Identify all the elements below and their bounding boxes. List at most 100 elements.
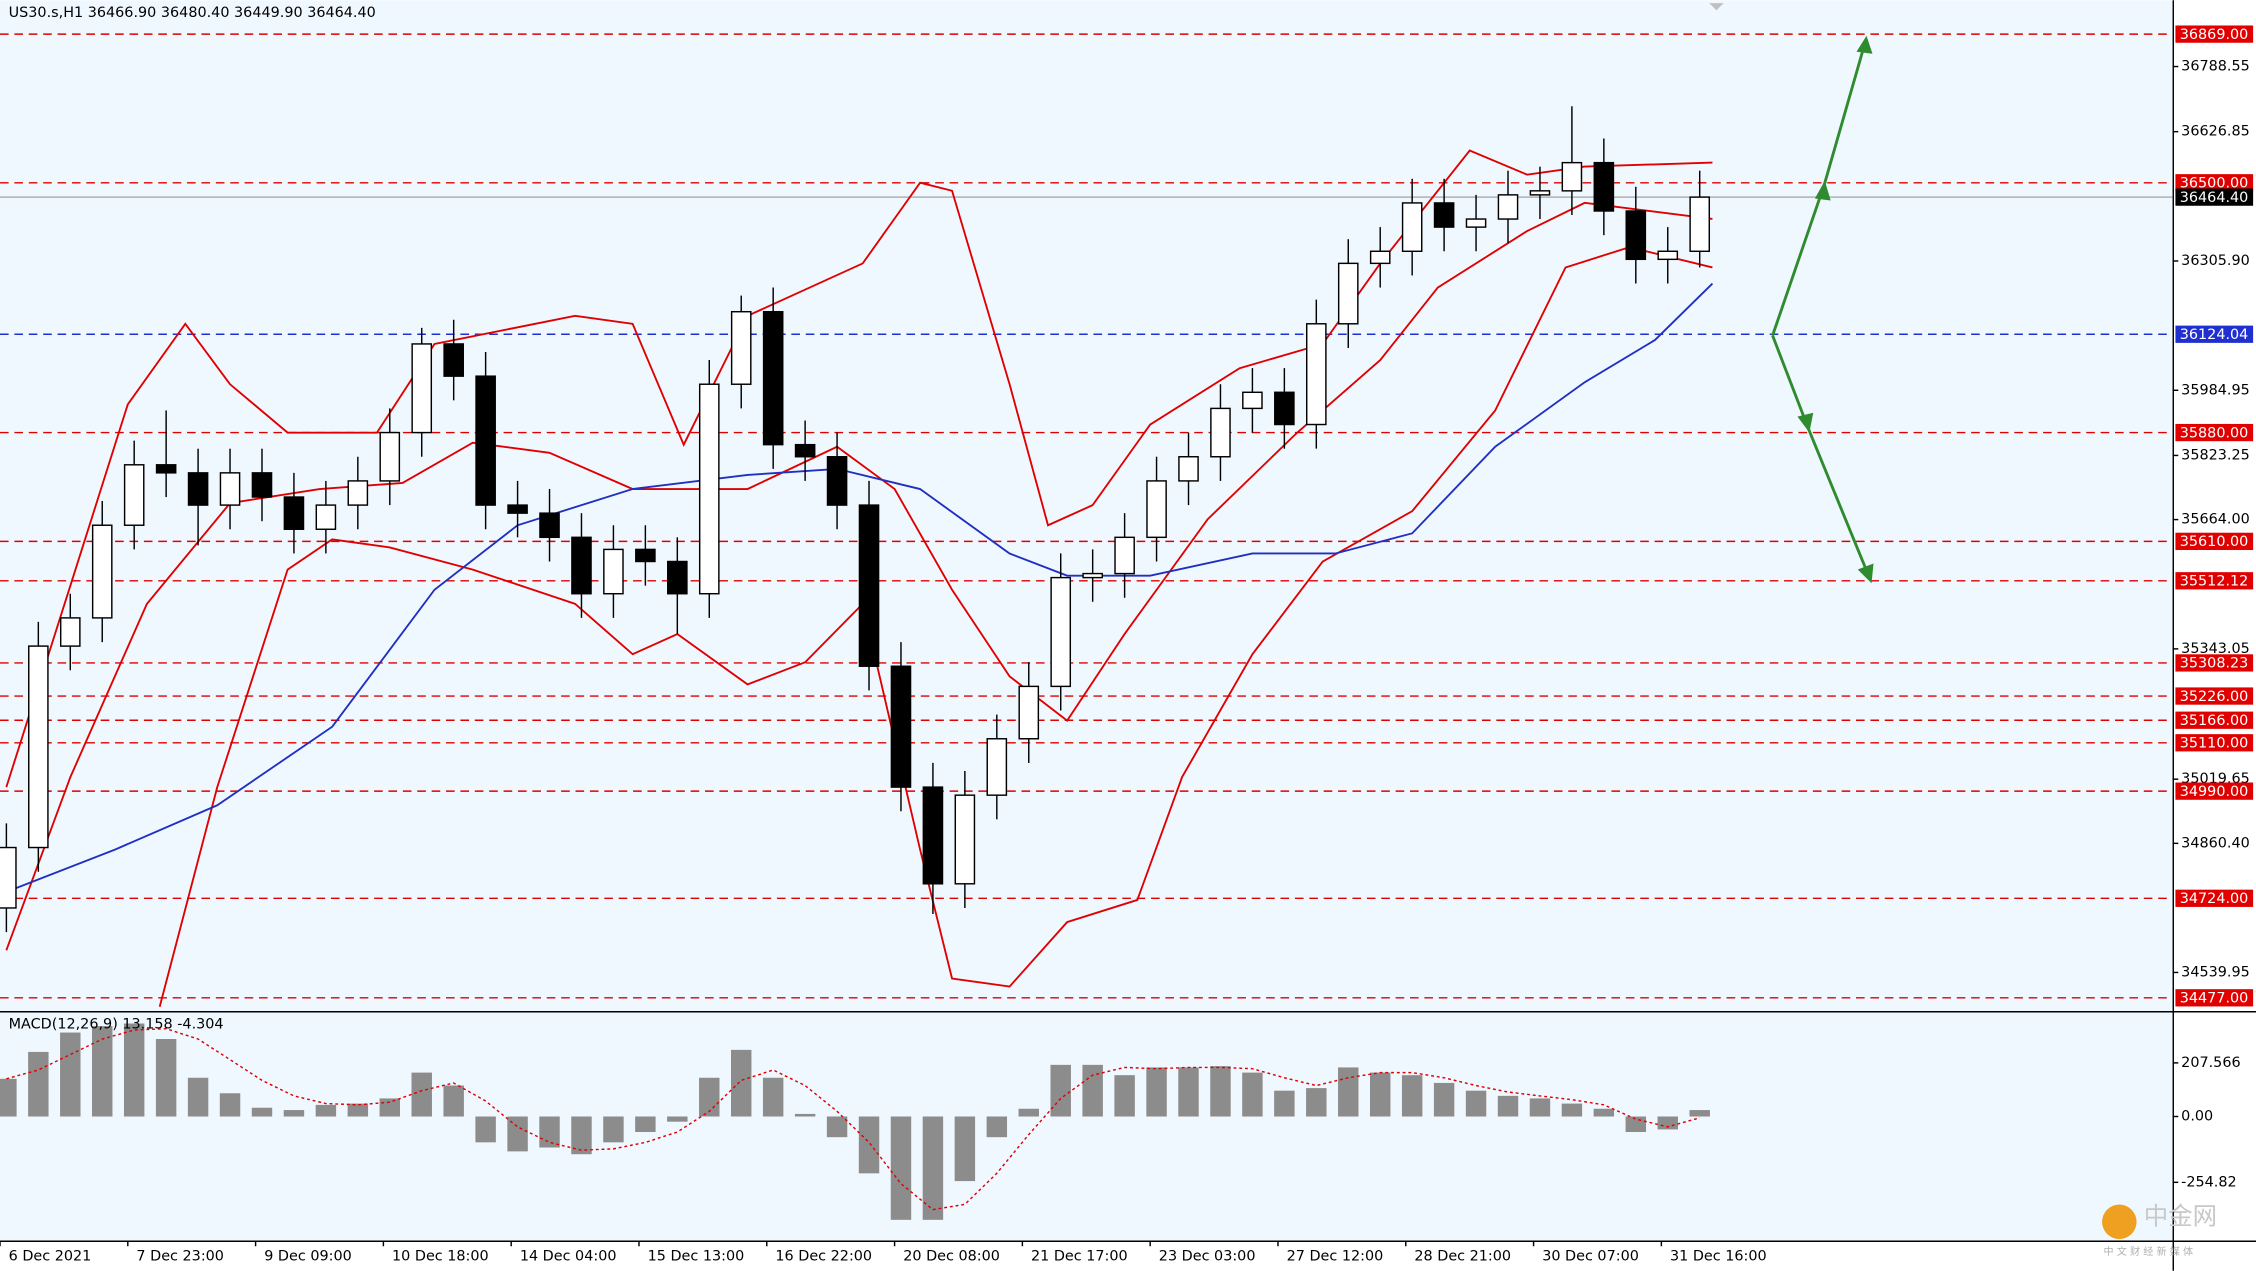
arrowhead (1856, 35, 1873, 54)
level-label: 35880.00 (2180, 425, 2249, 441)
shift-marker (1709, 3, 1724, 11)
candle-body (0, 846, 17, 909)
candle-body (1178, 456, 1199, 482)
candle-body (251, 472, 273, 498)
candle-body (794, 443, 816, 458)
candle-body (155, 464, 177, 474)
macd-bar (826, 1116, 848, 1138)
macd-bar (571, 1116, 592, 1155)
level-label-box (2175, 174, 2254, 192)
x-tick-label: 10 Dec 18:00 (392, 1248, 489, 1264)
macd-bar (92, 1026, 113, 1117)
macd-bar (1178, 1067, 1199, 1117)
y-tick-label: 36626.85 (2181, 124, 2250, 140)
macd-bar (1146, 1067, 1167, 1117)
macd-bar (1114, 1075, 1135, 1117)
level-label-box (2175, 325, 2254, 343)
candle-body (443, 343, 464, 377)
y-tick-label: 207.566 (2181, 1055, 2240, 1071)
level-label: 36500.00 (2180, 176, 2249, 192)
candle-body (730, 310, 752, 385)
level-label: 35110.00 (2180, 736, 2249, 752)
candle-body (858, 504, 880, 667)
candle-body (1433, 202, 1455, 228)
candle-body (667, 560, 688, 595)
macd-bar (251, 1107, 273, 1117)
level-label: 35512.12 (2180, 574, 2249, 590)
overlays (5, 149, 1714, 1007)
watermark: 中金网 (2144, 1201, 2217, 1230)
macd-bar (922, 1116, 944, 1220)
level-label: 35610.00 (2180, 534, 2249, 550)
level-label: 35226.00 (2180, 689, 2249, 705)
candle-body (475, 375, 496, 506)
macd-bar (315, 1104, 337, 1117)
level-label-box (2175, 687, 2254, 705)
candle-body (1561, 161, 1583, 192)
last-price-box (2175, 188, 2254, 206)
macd-bar (1274, 1090, 1295, 1117)
candle-body (1114, 536, 1135, 575)
candle-body (1146, 480, 1167, 539)
macd-bar (986, 1116, 1008, 1138)
candle-body (1465, 218, 1487, 228)
x-tick-label: 15 Dec 13:00 (648, 1248, 745, 1264)
macd-bar (539, 1116, 560, 1148)
watermark-sub: 中 文 财 经 新 媒 体 (2103, 1245, 2193, 1258)
macd-bar (1338, 1067, 1359, 1117)
macd (0, 1023, 1710, 1220)
candle-body (1337, 262, 1359, 325)
level-label-box (2175, 989, 2254, 1007)
x-tick-label: 9 Dec 09:00 (264, 1248, 352, 1264)
level-label: 35308.23 (2180, 656, 2249, 672)
macd-bar (635, 1116, 656, 1133)
y-tick-label: 36788.55 (2181, 59, 2250, 75)
macd-bar (1369, 1072, 1391, 1117)
macd-bar (379, 1098, 401, 1117)
macd-bar (1401, 1075, 1423, 1117)
chart-title: US30.s,H1 36466.90 36480.40 36449.90 364… (9, 5, 376, 21)
level-label-box (2175, 889, 2254, 907)
macd-bar (730, 1049, 752, 1117)
candle-body (411, 343, 433, 434)
macd-bar (890, 1116, 912, 1220)
macd-bar (1018, 1108, 1039, 1117)
candle-body (1625, 210, 1647, 261)
watermark-logo (2102, 1204, 2137, 1240)
macd-bar (123, 1023, 145, 1117)
macd-bar (1689, 1110, 1710, 1117)
candle-body (283, 496, 305, 530)
macd-bar (507, 1116, 528, 1152)
macd-title: MACD(12,26,9) 13.158 -4.304 (9, 1017, 224, 1033)
x-tick-label: 20 Dec 08:00 (903, 1248, 1000, 1264)
candle-body (91, 524, 113, 619)
candle-body (922, 786, 944, 885)
macd-bar (475, 1116, 496, 1143)
level-label: 35166.00 (2180, 713, 2249, 729)
level-label-box (2175, 654, 2254, 672)
macd-bar (1465, 1090, 1487, 1117)
candle-body (379, 431, 401, 482)
candle-body (1018, 685, 1040, 740)
macd-bar (155, 1039, 177, 1117)
candle-body (1593, 161, 1615, 212)
x-tick-label: 16 Dec 22:00 (775, 1248, 872, 1264)
macd-bar (1625, 1116, 1647, 1133)
candle-body (539, 512, 560, 539)
last-price-label: 36464.40 (2180, 190, 2249, 206)
candle-body (1689, 196, 1711, 252)
candle-body (1529, 190, 1551, 196)
level-label: 36869.00 (2180, 27, 2249, 43)
macd-bar (283, 1110, 305, 1117)
macd-bar (1529, 1098, 1551, 1117)
x-tick-label: 23 Dec 03:00 (1159, 1248, 1256, 1264)
candle-body (1050, 576, 1072, 688)
x-tick-label: 21 Dec 17:00 (1031, 1248, 1128, 1264)
level-label-box (2175, 782, 2254, 800)
candle-body (1210, 407, 1231, 458)
y-tick-label: 35664.00 (2181, 512, 2250, 528)
level-label: 34724.00 (2180, 891, 2249, 907)
